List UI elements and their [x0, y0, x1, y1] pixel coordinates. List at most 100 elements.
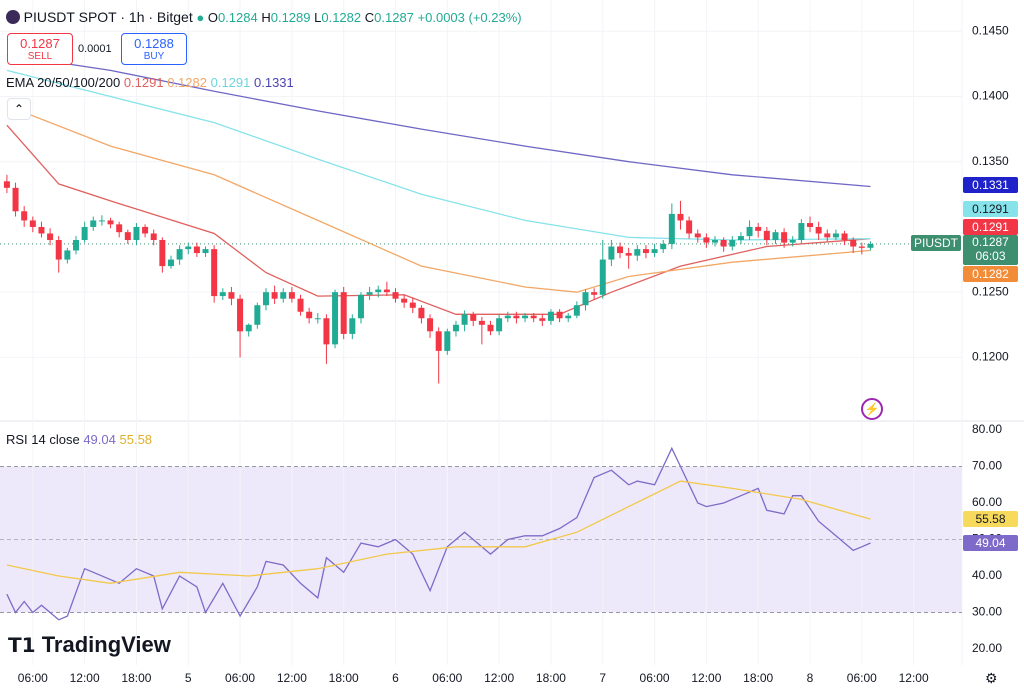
- x-tick-label: 12:00: [70, 671, 100, 685]
- l-label: L: [314, 10, 322, 25]
- y-tick-label: 0.1200: [972, 350, 1009, 364]
- candle-body: [651, 249, 658, 254]
- candle-body: [323, 318, 330, 345]
- x-tick-label: 06:00: [18, 671, 48, 685]
- alert-icon[interactable]: ⚡: [861, 398, 883, 420]
- symbol-tag: PIUSDT: [911, 235, 961, 251]
- candle-body: [781, 232, 788, 243]
- candle-body: [185, 246, 192, 250]
- ema20-tag: 0.1291: [963, 219, 1018, 235]
- ema-line: [6, 54, 871, 188]
- candle-body: [254, 305, 261, 325]
- candle-body: [401, 298, 408, 303]
- last-price: 0.1287: [972, 235, 1009, 249]
- candle-body: [12, 187, 19, 212]
- rsi-tick-label: 40.00: [972, 568, 1002, 582]
- rsi-value: 49.04: [83, 432, 116, 447]
- candle-body: [409, 302, 416, 308]
- c-label: C: [364, 10, 375, 25]
- c-value: 0.1287: [374, 10, 414, 25]
- candle-body: [427, 318, 434, 332]
- sell-button[interactable]: 0.1287 SELL: [7, 33, 73, 65]
- candle-body: [193, 246, 200, 254]
- rsi-line: [6, 480, 871, 584]
- candle-body: [478, 320, 485, 325]
- candle-body: [712, 240, 719, 243]
- candle-body: [349, 318, 356, 334]
- candle-body: [547, 311, 554, 321]
- candle-body: [444, 331, 451, 351]
- x-tick-label: 06:00: [432, 671, 462, 685]
- rsi-tick-label: 30.00: [972, 605, 1002, 619]
- candle-body: [591, 292, 598, 295]
- candle-body: [772, 232, 779, 240]
- ema-label: EMA 20/50/100/200: [6, 75, 121, 90]
- candle-body: [107, 220, 114, 225]
- candle-body: [116, 224, 123, 233]
- candle-body: [530, 315, 537, 319]
- candle-body: [522, 315, 529, 319]
- settings-icon[interactable]: ⚙: [985, 670, 998, 686]
- dot: ●: [196, 10, 205, 25]
- rsi-tick-label: 20.00: [972, 641, 1002, 655]
- candle-body: [582, 292, 589, 306]
- spread: 0.0001: [78, 43, 112, 55]
- candle-body: [789, 240, 796, 243]
- candle-body: [824, 233, 831, 238]
- y-tick-label: 0.1400: [972, 89, 1009, 103]
- candle-body: [366, 292, 373, 295]
- candle-body: [850, 240, 857, 247]
- x-tick-label: 12:00: [484, 671, 514, 685]
- candle-body: [245, 324, 252, 332]
- candle-body: [634, 249, 641, 256]
- candle-body: [280, 292, 287, 299]
- y-tick-label: 0.1350: [972, 154, 1009, 168]
- candle-body: [513, 315, 520, 319]
- candle-body: [686, 220, 693, 234]
- x-tick-label: 18:00: [743, 671, 773, 685]
- x-tick-label: 5: [185, 671, 192, 685]
- symbol[interactable]: PIUSDT SPOT · 1h · Bitget: [23, 9, 193, 25]
- collapse-button[interactable]: ⌃: [7, 98, 31, 120]
- candle-body: [64, 250, 71, 260]
- rsi-ma-tag: 55.58: [963, 511, 1018, 527]
- candle-body: [228, 292, 235, 299]
- buy-button[interactable]: 0.1288 BUY: [121, 33, 187, 65]
- sell-label: SELL: [27, 51, 53, 62]
- candle-body: [461, 314, 468, 325]
- candle-body: [496, 318, 503, 332]
- candle-body: [556, 311, 563, 319]
- rsi-tag: 49.04: [963, 535, 1018, 551]
- sell-price: 0.1287: [20, 36, 60, 51]
- candle-body: [487, 324, 494, 332]
- candle-body: [262, 292, 269, 306]
- change: +0.0003 (+0.23%): [417, 10, 522, 25]
- y-tick-label: 0.1450: [972, 23, 1009, 37]
- ema50-tag: 0.1282: [963, 266, 1018, 282]
- candle-body: [763, 230, 770, 240]
- h-value: 0.1289: [270, 10, 311, 25]
- candle-body: [142, 226, 149, 234]
- last-price-tag: 0.1287 06:03: [963, 235, 1018, 265]
- candle-body: [98, 220, 105, 222]
- candle-body: [729, 240, 736, 247]
- candle-body: [38, 226, 45, 234]
- x-tick-label: 8: [807, 671, 814, 685]
- candle-body: [55, 240, 62, 260]
- x-tick-label: 06:00: [640, 671, 670, 685]
- brand-logo[interactable]: 𝗧𝟭 TradingView: [8, 632, 171, 658]
- candle-body: [392, 292, 399, 299]
- symbol-icon: [6, 10, 20, 24]
- candle-body: [159, 240, 166, 267]
- x-tick-label: 7: [599, 671, 606, 685]
- candle-body: [815, 226, 822, 234]
- candle-body: [332, 292, 339, 345]
- buy-label: BUY: [143, 51, 165, 62]
- candle-body: [608, 246, 615, 260]
- rsi-ma-value: 55.58: [119, 432, 153, 447]
- candle-body: [573, 305, 580, 316]
- x-tick-label: 12:00: [899, 671, 929, 685]
- candle-body: [21, 211, 28, 221]
